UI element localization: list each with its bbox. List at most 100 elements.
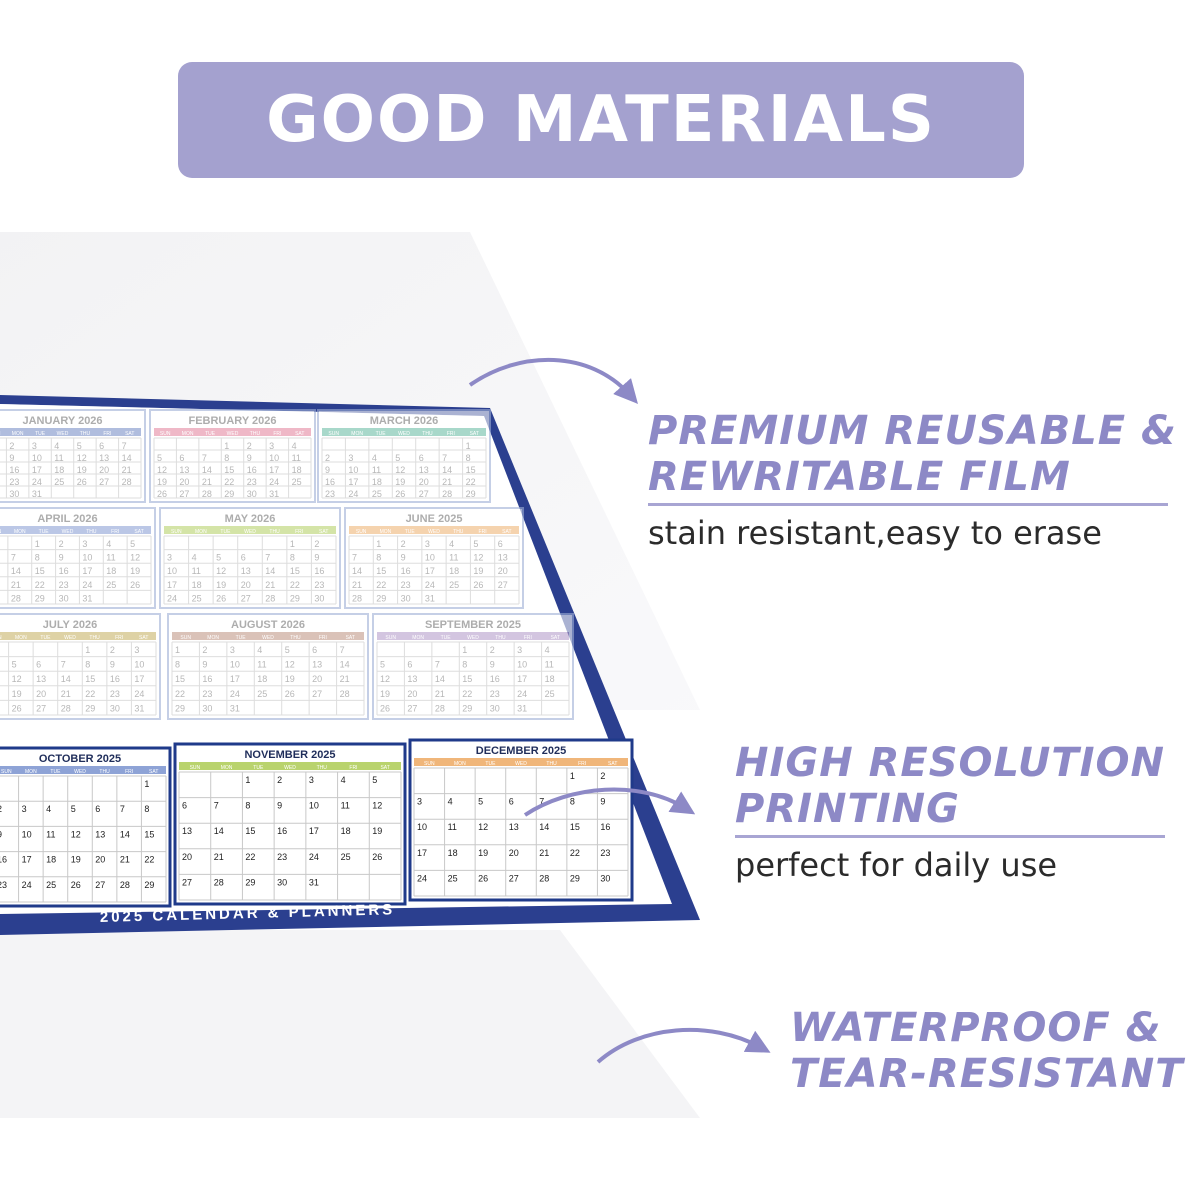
day-number: 8 [35,553,40,563]
weekday-label: THU [290,635,301,641]
day-number: 2 [401,539,406,549]
day-number: 27 [407,703,417,713]
day-number: 25 [372,489,382,499]
day-number: 17 [82,566,92,576]
day-number: 30 [202,703,212,713]
day-number: 15 [224,465,234,475]
weekday-label: SUN [171,529,182,535]
day-number: 6 [182,801,187,811]
day-number: 17 [425,566,435,576]
day-number: 24 [22,880,32,890]
feature-title-line: REWRITABLE FILM [648,454,1071,500]
day-number: 23 [600,848,610,858]
weekday-label: TUE [39,529,50,535]
day-number: 5 [478,797,483,807]
weekday-label: WED [515,761,527,767]
weekday-label: WED [467,635,479,641]
month-title: AUGUST 2026 [231,619,305,631]
day-number: 30 [600,873,610,883]
weekday-header [164,526,336,534]
day-number: 12 [478,822,488,832]
weekday-label: TUE [376,431,387,437]
weekday-label: THU [453,529,464,535]
weekday-label: TUE [205,431,216,437]
day-number: 1 [245,775,250,785]
weekday-label: FRI [349,765,357,771]
day-number: 13 [498,553,508,563]
day-number: 15 [144,829,154,839]
day-number: 14 [120,829,130,839]
day-number: 15 [376,566,386,576]
day-number: 27 [99,477,109,487]
day-number: 20 [509,848,519,858]
weekday-label: SUN [0,431,1,437]
day-number: 3 [230,645,235,655]
day-number: 2 [277,775,282,785]
day-number: 11 [292,453,301,463]
day-number: 4 [257,645,262,655]
day-number: 2 [9,441,14,451]
day-number: 10 [167,566,177,576]
day-number: 30 [314,593,324,603]
day-number: 23 [277,852,287,862]
day-number: 4 [46,804,51,814]
month-title: FEBRUARY 2026 [188,415,276,427]
day-number: 20 [36,689,46,699]
feature-title-line: HIGH RESOLUTION [735,740,1165,786]
day-number: 24 [309,852,319,862]
day-number: 20 [312,674,322,684]
divider [648,503,1168,506]
day-number: 3 [22,804,27,814]
day-number: 27 [179,489,189,499]
day-number: 25 [46,880,56,890]
day-number: 21 [11,580,21,590]
weekday-label: THU [317,765,328,771]
day-number: 26 [71,880,81,890]
day-number: 31 [82,593,92,603]
weekday-label: MON [412,635,424,641]
weekday-label: THU [80,431,91,437]
day-number: 1 [144,779,149,789]
day-number: 3 [167,553,172,563]
weekday-header [0,428,141,436]
weekday-label: SAT [470,431,479,437]
day-number: 21 [122,465,132,475]
day-number: 6 [36,660,41,670]
weekday-label: WED [244,529,256,535]
day-number: 16 [202,674,212,684]
day-number: 7 [442,453,447,463]
day-number: 28 [122,477,132,487]
day-number: 6 [95,804,100,814]
day-number: 28 [202,489,212,499]
day-number: 26 [473,580,483,590]
day-number: 11 [448,822,457,832]
day-number: 7 [265,553,270,563]
day-number: 2 [59,539,64,549]
day-number: 28 [120,880,130,890]
weekday-label: SUN [190,765,201,771]
day-number: 3 [425,539,430,549]
day-number: 8 [224,453,229,463]
day-number: 18 [106,566,116,576]
day-number: 22 [224,477,234,487]
day-number: 6 [419,453,424,463]
weekday-label: SUN [160,431,171,437]
month-panel: JULY 2026SUNMONTUEWEDTHUFRISAT1234567891… [0,613,161,720]
day-number: 18 [54,465,64,475]
weekday-label: WED [428,529,440,535]
day-number: 10 [348,465,358,475]
day-number: 5 [12,660,17,670]
weekday-header [179,762,401,770]
weekday-label: THU [422,431,433,437]
day-number: 31 [134,703,144,713]
day-number: 22 [462,689,472,699]
day-number: 8 [144,804,149,814]
day-number: 13 [182,826,192,836]
day-number: 1 [35,539,40,549]
day-number: 14 [11,566,21,576]
day-number: 21 [539,848,549,858]
weekday-label: MON [221,765,233,771]
day-number: 23 [314,580,324,590]
day-number: 31 [309,877,319,887]
